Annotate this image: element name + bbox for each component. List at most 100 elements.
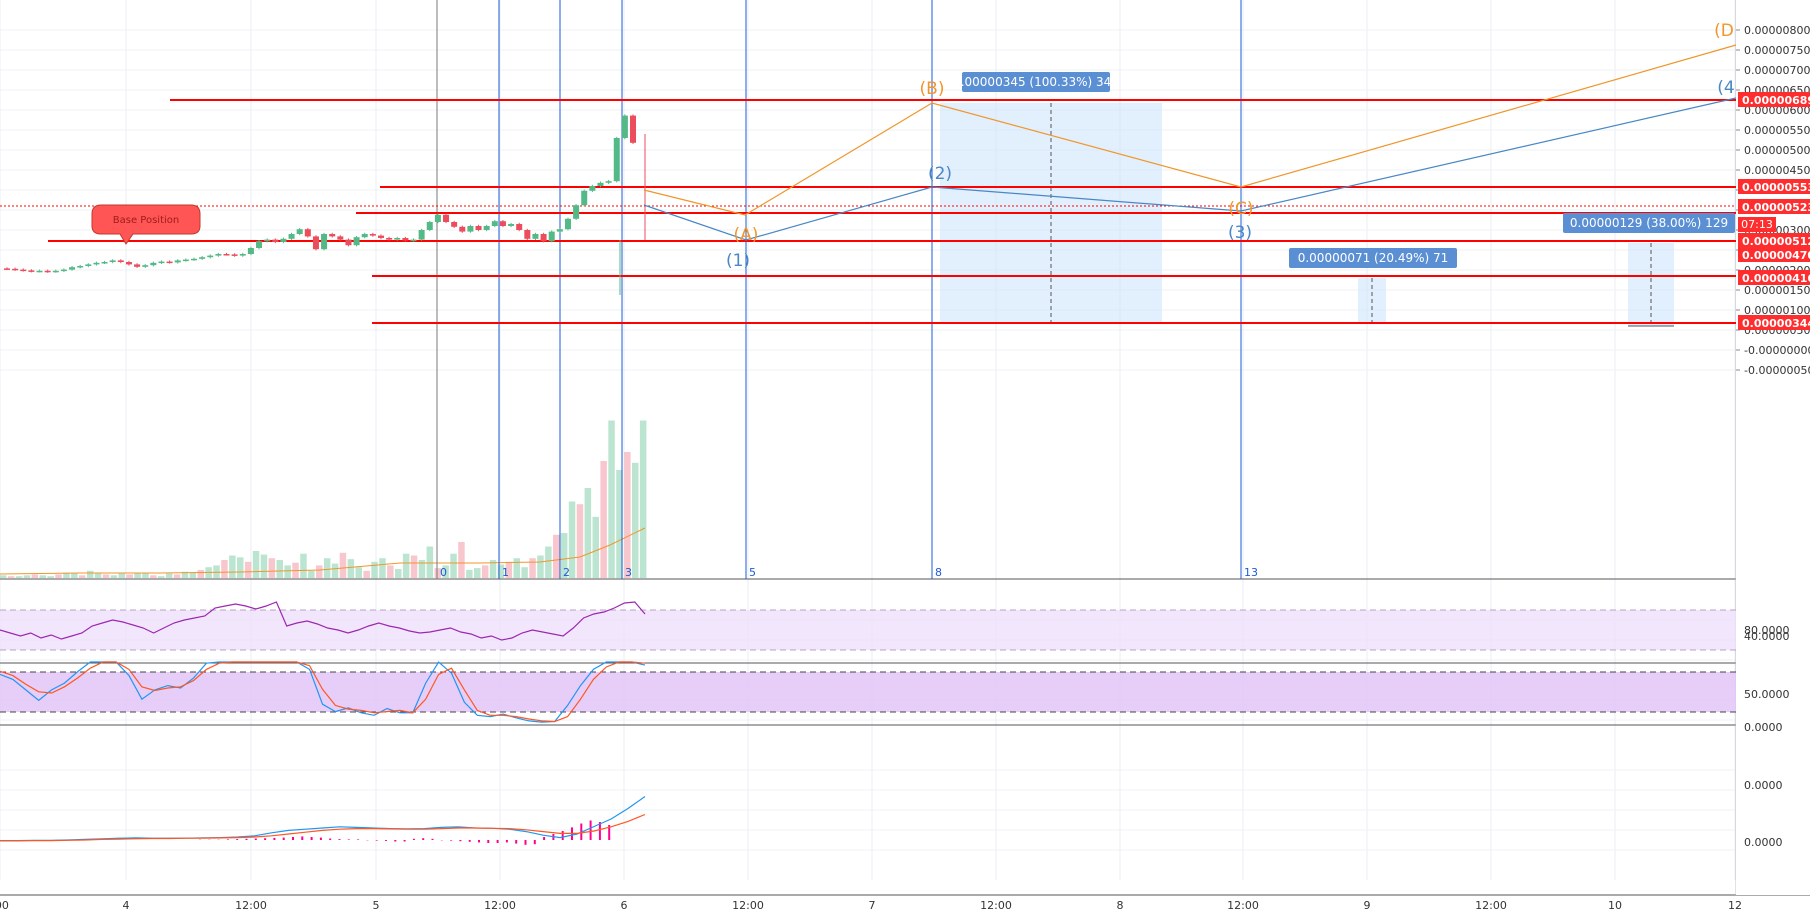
candle [215,254,222,256]
callout-text: Base Position [113,215,179,226]
candle [337,236,344,240]
volume-bar [513,558,520,578]
volume-bar [79,575,86,578]
volume-bar [616,470,623,578]
stoch-d-line [0,661,646,723]
time-tick-label: 12:00 [1227,899,1259,912]
volume-bar [165,573,173,578]
timer-badge: 07:13 [1738,217,1776,232]
price-level-text: 0.00000553 [1742,181,1810,194]
candle [434,214,441,222]
price-level-badge [1738,247,1810,262]
volume-bar [7,576,15,578]
time-tick-label: 6 [621,899,628,912]
candle [321,234,328,250]
volume-bar [71,573,78,578]
candle [613,138,620,182]
stoch-band [0,672,1736,712]
candle [377,235,384,238]
volume-bar [481,565,489,578]
axis-bg [1736,0,1810,895]
time-axis[interactable]: :00 4 12:00 5 12:00 6 12:00 7 12:00 8 12:00 9 12:00 1… [0,899,1742,912]
axis-tick-label: 0.00000450 [1744,164,1810,177]
time-tick-label: 8 [1117,899,1124,912]
candle [467,226,474,232]
volume-bar [284,565,291,578]
fib-time-label: 3 [625,566,632,579]
volume-bar [158,576,165,578]
candle [36,270,43,273]
volume-bar [466,569,473,578]
horizontal-levels[interactable] [0,99,1736,324]
time-tick-label: 12:00 [732,899,764,912]
time-tick-label: 9 [1364,899,1371,912]
volume-bar [600,461,607,578]
wave-blue [643,97,1737,241]
volume-bar [426,546,434,578]
candle [630,115,637,143]
candle [556,229,563,232]
candle [345,239,352,246]
volume-bar [450,553,457,578]
candle [60,269,67,272]
elliott-waves[interactable]: (A) (B) (C) (D (1) (2) (3) (4 [643,21,1737,271]
fib-time-label: 2 [563,566,570,579]
timer-text: 07:13 [1741,218,1773,231]
price-level-badge [1738,270,1810,285]
volume-bar [316,565,323,578]
axis-tick-label: 0.00000750 [1744,44,1810,57]
measure-label-text: 0.00000345 (100.33%) 345 [953,75,1119,89]
volume-bar [23,575,31,578]
measure-label-bg [962,72,1110,92]
price-axis[interactable]: 0.000008000.000007500.000007000.00000650… [1736,0,1810,895]
candle [231,254,238,256]
candle [581,190,588,206]
macd-tick-label: 0.0000 [1744,779,1783,792]
candle [4,268,10,270]
measure-label-bg [1289,248,1457,268]
candle [296,229,303,234]
time-tick-label: 12:00 [484,899,516,912]
volume-bar [624,452,631,578]
candle [12,268,19,271]
fib-time-zones[interactable]: 0 1 2 3 5 8 13 [436,0,1258,579]
volume-bar [126,574,133,578]
volume-bar [102,574,110,578]
volume-bar [537,555,544,578]
fib-time-label: 0 [440,566,447,579]
axis-tick-label: 0.00000100 [1744,304,1810,317]
price-level-text: 0.00000344 [1742,317,1810,330]
volume-bar [339,552,347,578]
wave-label: (3) [1228,223,1252,243]
candle [508,224,515,226]
candle [239,254,246,256]
time-tick-label: 12:00 [235,899,267,912]
volume-bar [584,488,592,578]
rsi-line [0,601,646,641]
callout-shape [91,204,201,245]
volume-bar [395,569,402,578]
measure-label-text: 0.00000129 (38.00%) 129 [1570,216,1728,230]
volume-bar [497,564,505,578]
volume-bar [529,558,536,578]
candle [410,239,417,242]
candles [4,114,646,295]
time-tick-label: 7 [869,899,876,912]
volume-bar [442,565,449,578]
candle [329,234,336,237]
volume-bar [63,572,70,578]
volume-ma [0,527,646,575]
candle [125,262,132,265]
candle [312,236,319,250]
volume-bar [142,572,149,578]
price-level-text: 0.00000689 [1742,94,1810,107]
callout-base-position[interactable]: Base Position [91,204,201,245]
candle [573,205,580,219]
candle [117,260,124,262]
volume-bar [244,561,252,578]
candle [621,115,628,138]
macd-tick-label: 0.0000 [1744,836,1783,849]
volume-bar [402,553,410,578]
time-tick-label: 10 [1608,899,1622,912]
